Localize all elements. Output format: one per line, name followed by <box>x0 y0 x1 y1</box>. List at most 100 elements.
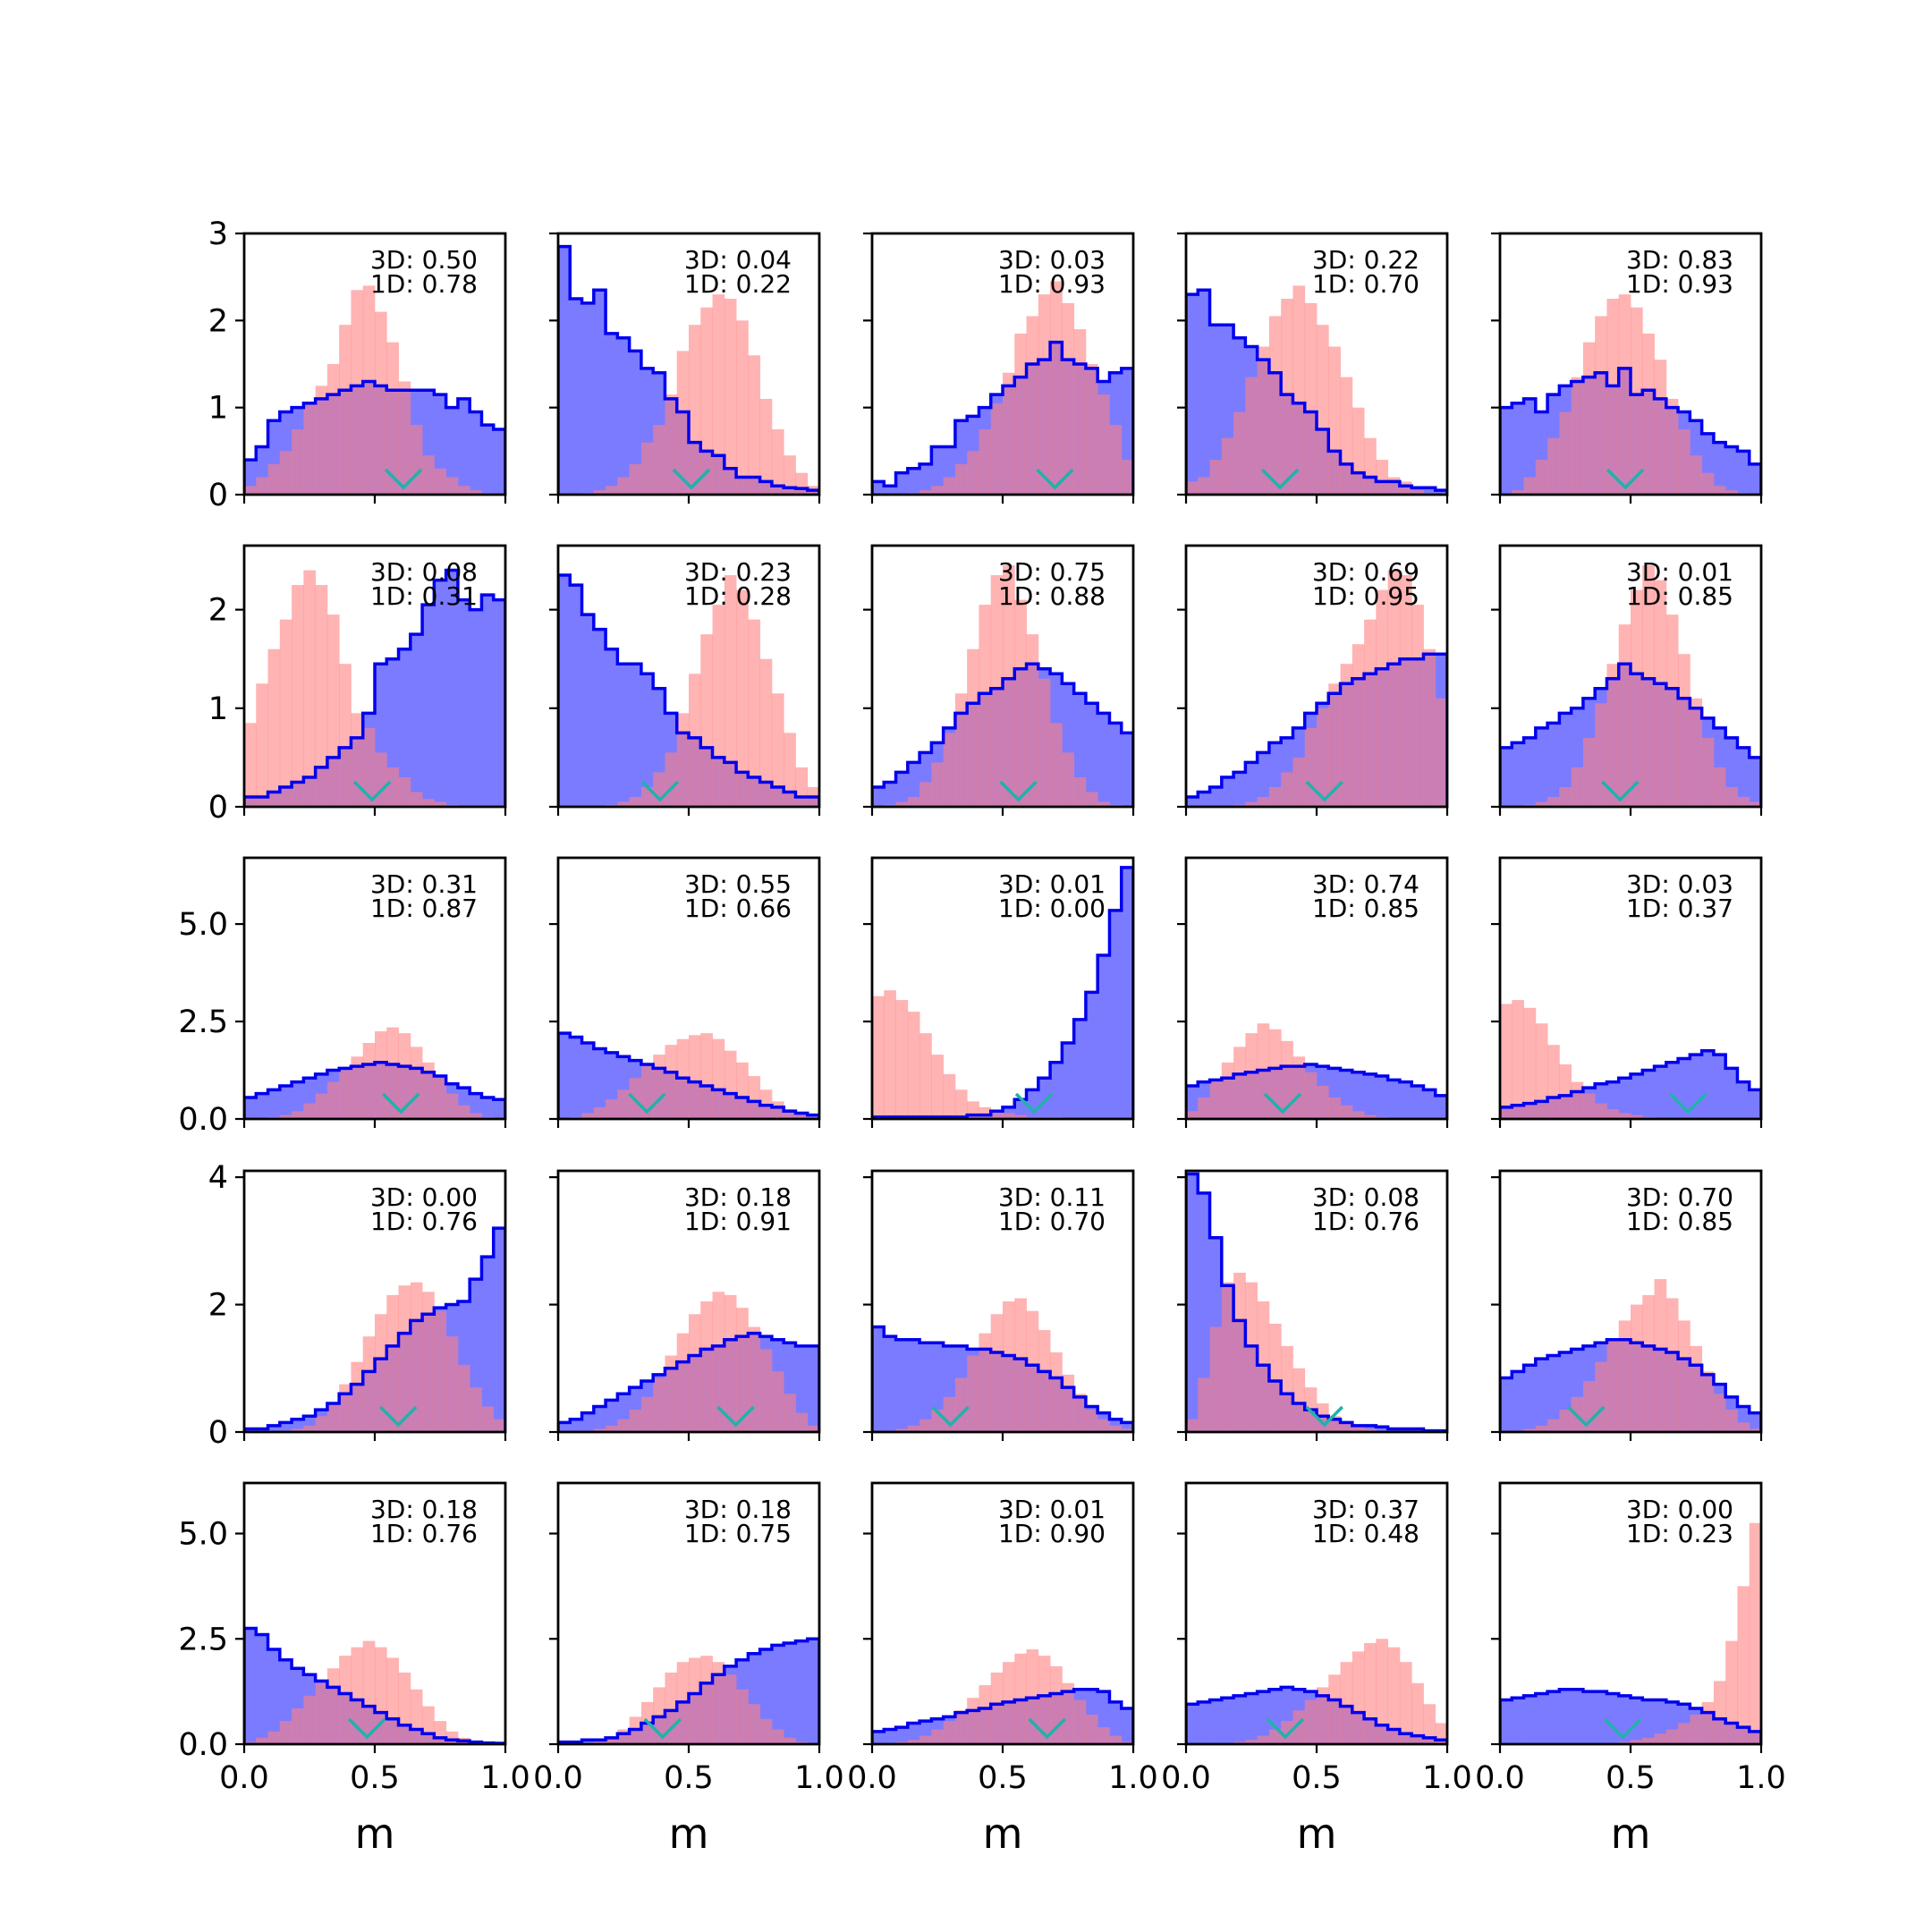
red-hist-bar <box>1340 1662 1353 1744</box>
red-hist-bar <box>303 1425 317 1432</box>
blue-hist-bar <box>629 351 642 495</box>
red-hist-bar <box>1268 1729 1282 1744</box>
blue-hist-bar <box>895 772 909 807</box>
blue-hist-bar <box>1109 910 1123 1119</box>
red-hist-bar <box>1352 1651 1365 1744</box>
red-hist-bar <box>339 664 352 807</box>
blue-hist-bar <box>872 481 885 495</box>
red-hist-bar <box>1062 302 1075 495</box>
red-hist-bar <box>1209 1326 1223 1432</box>
red-hist-bar <box>689 1314 701 1432</box>
red-hist-bar <box>736 1689 749 1744</box>
red-hist-bar <box>640 1066 654 1119</box>
blue-hist-bar <box>1523 737 1537 807</box>
red-hist-bar <box>593 1106 606 1119</box>
marker-chevron <box>384 468 423 490</box>
red-hist-bar <box>1678 429 1690 495</box>
marker-chevron <box>352 780 392 802</box>
blue-hist-bar <box>1257 752 1270 807</box>
blue-hist-bar <box>434 580 447 807</box>
blue-hist-bar <box>1523 398 1537 495</box>
red-hist-bar <box>748 619 761 807</box>
red-hist-bar <box>907 1425 920 1432</box>
blue-hist-bar <box>895 472 909 495</box>
marker-chevron <box>1260 468 1300 490</box>
blue-hist-bar <box>907 1723 920 1744</box>
red-hist-bar <box>244 723 257 807</box>
red-hist-bar <box>326 1402 340 1432</box>
red-hist-bar <box>1304 1072 1318 1119</box>
red-hist-bar <box>736 1062 749 1119</box>
blue-hist-bar <box>558 1033 571 1119</box>
red-hist-bar <box>1376 589 1389 807</box>
red-hist-bar <box>1631 1304 1643 1432</box>
blue-hist-bar <box>617 664 631 807</box>
blue-hist-bar <box>884 1729 896 1744</box>
red-hist-bar <box>339 1384 352 1432</box>
blue-hist-bar <box>1399 1428 1412 1432</box>
blue-hist-bar <box>1749 1089 1761 1119</box>
red-hist-bar <box>943 733 956 807</box>
blue-hist-bar <box>1749 757 1761 807</box>
red-hist-bar <box>1245 1282 1258 1432</box>
red-hist-bar <box>736 1308 749 1432</box>
red-hist-bar <box>724 1294 737 1432</box>
plot-area <box>244 1626 505 1744</box>
blue-hist-bar <box>1014 1099 1027 1119</box>
red-hist-bar <box>1642 1737 1655 1744</box>
annotation-1d: 1D: 0.93 <box>998 269 1106 299</box>
x-tick-label: 0.0 <box>1161 1760 1211 1796</box>
blue-hist-bar <box>570 1037 582 1119</box>
y-tick-label: 1 <box>208 391 228 427</box>
red-hist-bar <box>457 1365 470 1432</box>
red-hist-bar <box>1559 786 1572 807</box>
red-hist-bar <box>1713 767 1726 807</box>
plot-area <box>558 1292 819 1432</box>
red-hist-bar <box>434 1078 447 1119</box>
red-hist-bar <box>653 425 665 495</box>
blue-hist-bar <box>907 1339 920 1432</box>
red-hist-bar <box>581 1113 595 1119</box>
y-tick-label: 2 <box>208 1288 228 1324</box>
x-axis-label: m <box>983 1809 1023 1858</box>
blue-hist-bar <box>1618 1078 1631 1119</box>
blue-hist-bar <box>1186 796 1199 807</box>
red-hist-bar <box>386 1657 399 1744</box>
blue-hist-bar <box>1701 1050 1715 1119</box>
red-hist-bar <box>1595 1103 1607 1119</box>
red-hist-bar <box>1109 1735 1123 1744</box>
red-hist-bar <box>1678 654 1690 807</box>
red-hist-bar <box>943 1721 956 1744</box>
red-hist-bar <box>795 767 809 807</box>
red-hist-bar <box>1317 325 1329 495</box>
blue-hist-bar <box>872 1731 885 1744</box>
red-hist-bar <box>1749 1428 1761 1432</box>
blue-hist-bar <box>1209 325 1223 495</box>
blue-hist-bar <box>907 468 920 495</box>
red-hist-bar <box>759 1349 773 1432</box>
red-hist-bar <box>1281 1040 1293 1119</box>
blue-hist-bar <box>1512 742 1524 807</box>
blue-hist-bar <box>629 664 642 807</box>
red-hist-bar <box>279 619 292 807</box>
red-hist-bar <box>1340 1422 1353 1432</box>
red-hist-bar <box>990 402 1004 495</box>
red-hist-bar <box>1003 565 1015 807</box>
red-hist-bar <box>1665 1729 1679 1744</box>
y-tick-label: 0.0 <box>178 1727 228 1763</box>
red-hist-bar <box>410 1689 423 1744</box>
red-hist-bar <box>990 1672 1004 1744</box>
red-hist-bar <box>990 1111 1004 1119</box>
red-hist-bar <box>895 801 909 807</box>
annotation-1d: 1D: 0.88 <box>998 581 1106 611</box>
red-hist-bar <box>759 398 773 495</box>
annotation-1d: 1D: 0.85 <box>1312 894 1419 923</box>
red-hist-bar <box>493 1419 505 1432</box>
blue-hist-bar <box>1725 446 1738 495</box>
plot-area <box>872 281 1133 495</box>
y-tick-label: 0 <box>208 1415 228 1451</box>
